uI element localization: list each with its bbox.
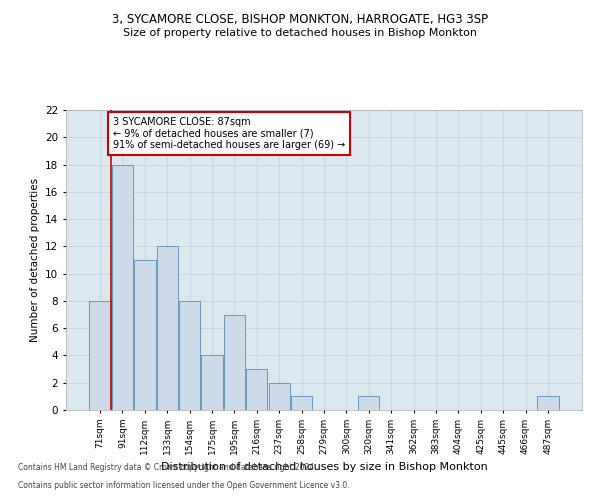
Bar — [202, 356, 223, 410]
Y-axis label: Number of detached properties: Number of detached properties — [29, 178, 40, 342]
Text: 3 SYCAMORE CLOSE: 87sqm
← 9% of detached houses are smaller (7)
91% of semi-deta: 3 SYCAMORE CLOSE: 87sqm ← 9% of detached… — [113, 117, 345, 150]
Bar — [112, 164, 133, 410]
Text: Contains public sector information licensed under the Open Government Licence v3: Contains public sector information licen… — [18, 481, 350, 490]
Bar — [291, 396, 312, 410]
X-axis label: Distribution of detached houses by size in Bishop Monkton: Distribution of detached houses by size … — [161, 462, 487, 472]
Bar — [179, 301, 200, 410]
Bar — [157, 246, 178, 410]
Text: Contains HM Land Registry data © Crown copyright and database right 2024.: Contains HM Land Registry data © Crown c… — [18, 464, 317, 472]
Bar — [134, 260, 155, 410]
Bar — [224, 314, 245, 410]
Bar — [537, 396, 559, 410]
Bar — [358, 396, 379, 410]
Text: Size of property relative to detached houses in Bishop Monkton: Size of property relative to detached ho… — [123, 28, 477, 38]
Bar — [269, 382, 290, 410]
Text: 3, SYCAMORE CLOSE, BISHOP MONKTON, HARROGATE, HG3 3SP: 3, SYCAMORE CLOSE, BISHOP MONKTON, HARRO… — [112, 12, 488, 26]
Bar — [89, 301, 111, 410]
Bar — [246, 369, 268, 410]
